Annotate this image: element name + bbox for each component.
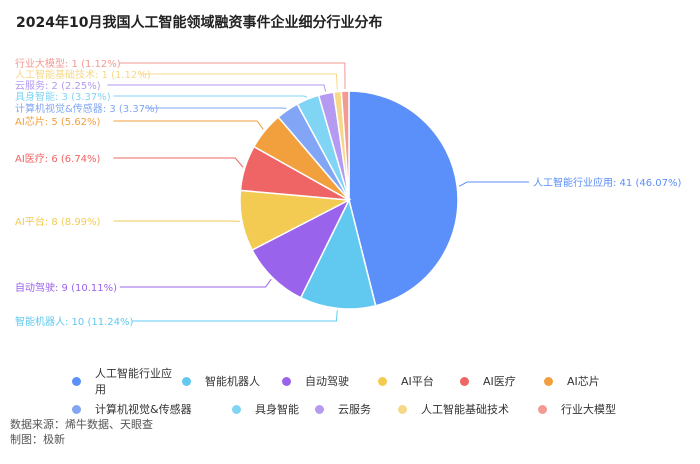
legend-label: 云服务	[338, 403, 371, 416]
legend-label: 计算机视觉&传感器	[95, 403, 192, 416]
slice-label: 行业大模型: 1 (1.12%)	[15, 57, 121, 70]
legend-item[interactable]: AI平台	[378, 373, 460, 389]
legend-swatch	[315, 404, 324, 414]
legend-item[interactable]: 人工智能行业应用	[72, 365, 182, 397]
legend-row: 计算机视觉&传感器 具身智能 云服务 人工智能基础技术 行业大模型	[72, 395, 672, 423]
legend-swatch	[460, 376, 469, 386]
leader-line	[113, 157, 244, 168]
legend-label: 智能机器人	[205, 375, 260, 388]
legend-item[interactable]: 智能机器人	[182, 373, 282, 389]
leader-line	[119, 62, 346, 90]
slice-label: AI平台: 8 (8.99%)	[15, 215, 101, 228]
legend: 人工智能行业应用 智能机器人 自动驾驶 AI平台 AI医疗 AI芯片 计算机视觉&传感器 具…	[72, 367, 672, 423]
legend-swatch	[378, 376, 387, 386]
legend-label: AI医疗	[483, 375, 516, 388]
legend-item[interactable]: 计算机视觉&传感器	[72, 401, 232, 417]
leader-line	[113, 95, 308, 98]
legend-swatch	[544, 376, 553, 386]
legend-label: AI平台	[401, 375, 434, 388]
pie-slice-1[interactable]	[348, 90, 459, 307]
legend-swatch	[538, 404, 547, 414]
slice-label: 人工智能基础技术: 1 (1.12%)	[15, 68, 151, 81]
slice-label: AI医疗: 6 (6.74%)	[15, 152, 101, 165]
leader-line	[107, 84, 327, 92]
legend-item[interactable]: 具身智能	[232, 401, 315, 417]
legend-swatch	[72, 376, 81, 386]
pie-chart: 人工智能行业应用: 41 (46.07%) 智能机器人: 10 (11.24%) 自…	[15, 57, 681, 328]
pie-slice-2[interactable]	[299, 197, 377, 310]
slice-label: 计算机视觉&传感器: 3 (3.37%)	[15, 102, 159, 115]
slice-label: AI芯片: 5 (5.62%)	[15, 115, 101, 128]
leader-line	[119, 278, 272, 288]
slice-label: 人工智能行业应用: 41 (46.07%)	[533, 176, 681, 189]
leader-line	[132, 310, 338, 322]
legend-item[interactable]: 自动驾驶	[282, 373, 378, 389]
slice-label: 具身智能: 3 (3.37%)	[15, 90, 111, 103]
leader-line	[113, 120, 264, 130]
legend-row: 人工智能行业应用 智能机器人 自动驾驶 AI平台 AI医疗 AI芯片	[72, 365, 672, 397]
legend-item[interactable]: AI芯片	[544, 373, 614, 389]
legend-label: 人工智能基础技术	[421, 403, 509, 416]
legend-swatch	[282, 376, 291, 386]
legend-label: 人工智能行业应用	[95, 367, 172, 396]
leader-line	[458, 181, 529, 187]
credit-line: 制图：极新	[10, 433, 65, 446]
legend-swatch	[182, 376, 191, 386]
legend-swatch	[232, 404, 241, 414]
source-note: 数据来源：烯牛数据、天眼查 制图：极新	[10, 417, 153, 447]
legend-item[interactable]: 云服务	[315, 401, 398, 417]
legend-item[interactable]: AI医疗	[460, 373, 544, 389]
slice-label: 智能机器人: 10 (11.24%)	[15, 315, 133, 328]
legend-item[interactable]: 人工智能基础技术	[398, 401, 538, 417]
legend-label: 行业大模型	[561, 403, 616, 416]
source-line: 数据来源：烯牛数据、天眼查	[10, 418, 153, 431]
legend-label: AI芯片	[567, 375, 600, 388]
legend-item[interactable]: 行业大模型	[538, 401, 628, 417]
legend-label: 具身智能	[255, 403, 299, 416]
slice-label: 自动驾驶: 9 (10.11%)	[15, 281, 117, 294]
leader-line	[138, 73, 338, 90]
chart-title: 2024年10月我国人工智能领域融资事件企业细分行业分布	[16, 15, 383, 31]
slice-label: 云服务: 2 (2.25%)	[15, 79, 101, 92]
legend-swatch	[398, 404, 407, 414]
legend-label: 自动驾驶	[305, 375, 349, 388]
legend-swatch	[72, 404, 81, 414]
pie-slice-11[interactable]	[340, 90, 350, 201]
